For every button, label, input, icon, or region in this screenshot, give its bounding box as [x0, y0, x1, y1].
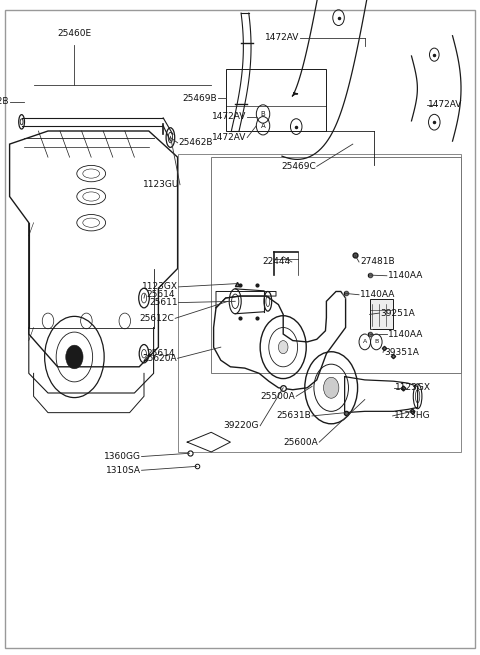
- Text: 22444: 22444: [263, 257, 291, 267]
- Text: 25462B: 25462B: [0, 97, 9, 106]
- Text: 1472AV: 1472AV: [264, 33, 299, 43]
- Text: 25462B: 25462B: [179, 138, 213, 147]
- Text: 25600A: 25600A: [284, 438, 318, 447]
- Text: 25614: 25614: [146, 290, 174, 299]
- Text: 27481B: 27481B: [360, 257, 395, 267]
- Text: 25631B: 25631B: [276, 411, 311, 421]
- Bar: [370, 299, 393, 329]
- Text: 39351A: 39351A: [384, 348, 419, 357]
- Text: 25469C: 25469C: [281, 162, 316, 171]
- Text: 25460E: 25460E: [57, 29, 92, 38]
- Text: 39220G: 39220G: [224, 421, 259, 430]
- Text: 1472AV: 1472AV: [212, 133, 246, 142]
- Bar: [211, 157, 461, 373]
- Circle shape: [324, 377, 339, 398]
- Text: 1123GU: 1123GU: [143, 180, 179, 189]
- Text: 25611: 25611: [149, 298, 178, 307]
- Text: 25469B: 25469B: [183, 94, 217, 103]
- Text: 1123HG: 1123HG: [394, 411, 430, 421]
- Text: 25612C: 25612C: [140, 314, 174, 323]
- Text: 1472AV: 1472AV: [212, 112, 246, 121]
- Text: 25614: 25614: [146, 349, 174, 358]
- Text: 1140AA: 1140AA: [388, 329, 423, 339]
- Bar: [226, 69, 326, 131]
- Circle shape: [66, 345, 83, 369]
- Text: 25620A: 25620A: [142, 354, 177, 363]
- Circle shape: [278, 341, 288, 354]
- Text: B: B: [261, 111, 265, 117]
- Text: 1360GG: 1360GG: [104, 452, 141, 461]
- Text: 1472AV: 1472AV: [428, 100, 463, 109]
- Text: B: B: [374, 339, 378, 345]
- Bar: [178, 154, 461, 452]
- Text: 1123GX: 1123GX: [142, 282, 178, 291]
- Text: A: A: [261, 122, 265, 129]
- Text: 25500A: 25500A: [261, 392, 295, 401]
- Text: 1140AA: 1140AA: [388, 271, 423, 280]
- Text: 1140AA: 1140AA: [360, 290, 396, 299]
- Text: 39251A: 39251A: [380, 309, 415, 318]
- Text: 1123GX: 1123GX: [395, 383, 431, 392]
- Text: A: A: [363, 339, 367, 345]
- Text: 1310SA: 1310SA: [106, 466, 141, 475]
